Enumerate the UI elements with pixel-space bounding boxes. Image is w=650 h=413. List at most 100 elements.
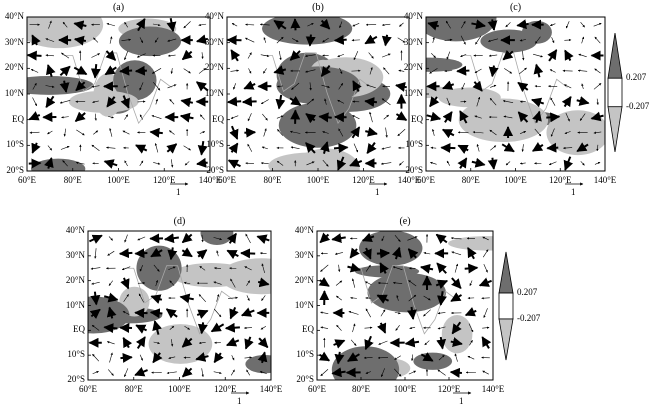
colorbar-positive bbox=[498, 251, 514, 294]
wind-vector bbox=[134, 367, 148, 377]
wind-vector bbox=[379, 262, 389, 274]
wind-vector bbox=[362, 247, 372, 260]
wind-vector bbox=[483, 308, 488, 318]
wind-vector bbox=[593, 83, 602, 90]
wind-vector bbox=[94, 113, 97, 121]
wind-vector bbox=[350, 296, 357, 300]
wind-vector bbox=[107, 250, 115, 256]
lon-tick-label: 100°E bbox=[107, 175, 130, 185]
lat-tick-label: 40°N bbox=[65, 225, 85, 235]
wind-vector bbox=[261, 263, 265, 274]
wind-vector bbox=[305, 34, 316, 47]
wind-vector bbox=[478, 277, 492, 287]
wind-vector bbox=[121, 38, 132, 42]
wind-vector bbox=[292, 38, 299, 43]
wind-vector bbox=[516, 19, 529, 30]
lon-tick-label: 100°E bbox=[168, 384, 191, 394]
wind-vector bbox=[489, 98, 497, 106]
wind-vector bbox=[305, 142, 316, 154]
lat-tick-label: 40°N bbox=[4, 11, 24, 21]
wind-vector bbox=[579, 113, 586, 121]
wind-vector bbox=[376, 248, 391, 259]
shaded-region bbox=[172, 262, 251, 288]
wind-vector bbox=[103, 292, 119, 303]
wind-vector bbox=[436, 262, 447, 274]
shaded-region bbox=[413, 352, 453, 370]
wind-vector bbox=[460, 35, 466, 45]
wind-vector bbox=[521, 144, 524, 152]
wind-vector bbox=[91, 324, 100, 331]
panel-label: (a) bbox=[112, 2, 125, 13]
wind-vector bbox=[169, 325, 175, 330]
lon-tick-label: 120°E bbox=[437, 384, 461, 394]
wind-vector bbox=[105, 50, 117, 61]
wind-vector bbox=[91, 53, 101, 58]
wind-vector bbox=[576, 96, 590, 106]
wind-vector bbox=[408, 370, 417, 375]
wind-vector bbox=[464, 263, 479, 274]
wind-vector bbox=[248, 68, 252, 74]
wind-vector bbox=[398, 69, 405, 72]
wind-vector bbox=[397, 37, 406, 43]
wind-vector bbox=[336, 156, 347, 171]
wind-vector bbox=[31, 34, 41, 46]
wind-vector bbox=[504, 68, 513, 74]
wind-vector bbox=[198, 23, 207, 27]
wind-vector bbox=[350, 126, 361, 139]
wind-vector bbox=[62, 21, 68, 28]
map-panel-a bbox=[26, 16, 211, 186]
wind-vector bbox=[365, 281, 372, 285]
wind-vector bbox=[228, 142, 239, 154]
wind-vector bbox=[420, 352, 434, 362]
wind-vector bbox=[179, 112, 194, 123]
lat-tick-label: 10°S bbox=[6, 139, 24, 150]
wind-vector bbox=[318, 351, 331, 362]
wind-vector bbox=[352, 323, 356, 333]
lat-tick-label: 20°N bbox=[65, 274, 85, 285]
lon-tick-label: 60°E bbox=[17, 175, 37, 185]
wind-vector bbox=[124, 160, 128, 167]
wind-vector bbox=[381, 235, 385, 242]
wind-vector bbox=[90, 291, 101, 306]
lon-tick-label: 120°E bbox=[152, 175, 176, 185]
wind-vector bbox=[519, 162, 526, 165]
wind-vector bbox=[91, 85, 100, 88]
wind-vector bbox=[183, 281, 191, 285]
wind-vector bbox=[481, 296, 490, 300]
wind-vector bbox=[435, 279, 449, 289]
wind-vector bbox=[392, 281, 403, 285]
wind-vector bbox=[320, 311, 329, 315]
wind-vector bbox=[181, 49, 193, 61]
wind-vector bbox=[263, 68, 267, 74]
wind-vector bbox=[197, 322, 208, 335]
lon-tick-label: 80°E bbox=[351, 384, 371, 394]
wind-vector bbox=[352, 23, 360, 27]
wind-vector bbox=[533, 63, 544, 78]
wind-vector bbox=[369, 111, 373, 123]
lat-tick-label: 10°S bbox=[296, 349, 314, 360]
wind-vector bbox=[230, 278, 236, 288]
lat-tick-label: 10°N bbox=[65, 299, 85, 310]
wind-vector bbox=[353, 143, 359, 153]
wind-vector bbox=[224, 322, 240, 333]
colorbar-negative bbox=[607, 106, 623, 153]
wind-vector bbox=[245, 233, 251, 244]
wind-vector bbox=[408, 280, 417, 287]
wind-vector bbox=[337, 53, 345, 58]
wind-vector bbox=[184, 161, 190, 166]
coastline bbox=[124, 265, 233, 335]
wind-vector bbox=[122, 336, 133, 349]
wind-vector bbox=[29, 131, 40, 134]
wind-vector bbox=[365, 264, 371, 272]
wind-vector bbox=[482, 370, 489, 375]
wind-vector bbox=[196, 309, 209, 319]
wind-vector bbox=[59, 100, 71, 104]
wind-vector bbox=[431, 52, 436, 59]
wind-vector bbox=[150, 247, 163, 258]
wind-vector bbox=[60, 145, 70, 150]
wind-vector bbox=[31, 142, 41, 154]
lat-tick-label: 40°N bbox=[204, 11, 224, 21]
wind-vector bbox=[321, 84, 330, 88]
wind-vector bbox=[210, 322, 225, 333]
